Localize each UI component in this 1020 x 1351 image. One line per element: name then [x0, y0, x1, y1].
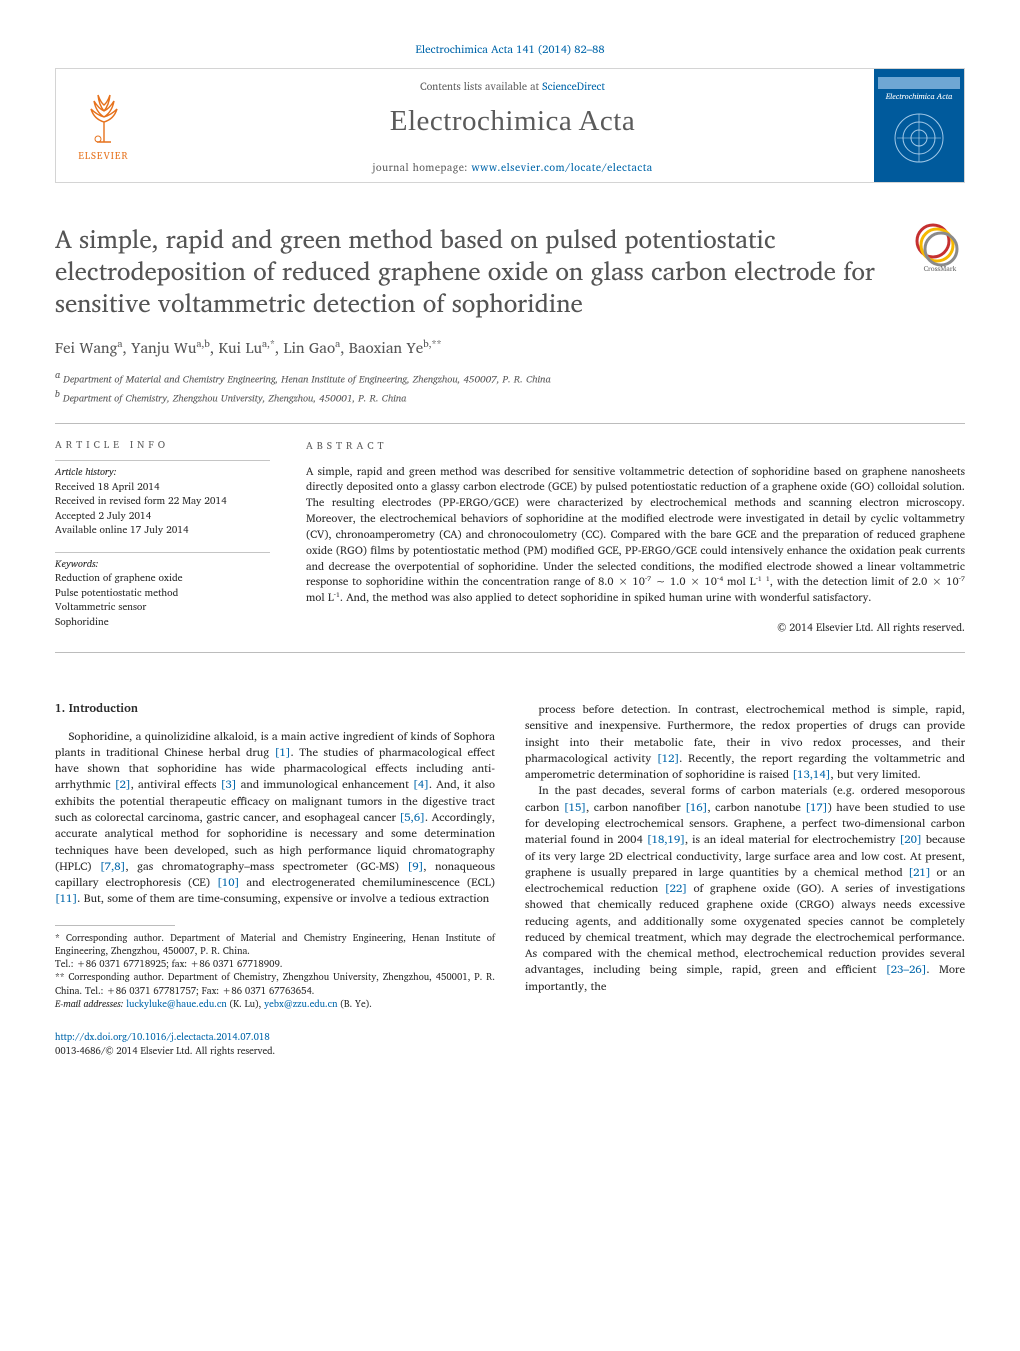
journal-name: Electrochimica Acta	[151, 105, 874, 138]
svg-text:CrossMark: CrossMark	[924, 264, 957, 273]
history-item: Available online 17 July 2014	[55, 523, 270, 538]
footnote: * Corresponding author. Department of Ma…	[55, 932, 495, 959]
journal-homepage-link[interactable]: www.elsevier.com/locate/electacta	[471, 158, 652, 176]
homepage-line: journal homepage: www.elsevier.com/locat…	[151, 158, 874, 176]
journal-cover[interactable]: Electrochimica Acta	[874, 69, 964, 182]
footnote-divider	[55, 925, 175, 926]
elsevier-tree-icon	[79, 87, 129, 147]
article-info-head: article info	[55, 438, 270, 453]
divider	[55, 652, 965, 653]
divider	[55, 423, 965, 424]
elsevier-name: ELSEVIER	[78, 149, 128, 164]
contents-line: Contents lists available at ScienceDirec…	[151, 77, 874, 95]
copyright: © 2014 Elsevier Ltd. All rights reserved…	[306, 618, 965, 636]
paper-title: A simple, rapid and green method based o…	[55, 223, 890, 319]
keywords-label: Keywords:	[55, 557, 270, 572]
body-column-right: process before detection. In contrast, e…	[525, 701, 965, 1058]
footnotes: * Corresponding author. Department of Ma…	[55, 932, 495, 1012]
doi-block: http://dx.doi.org/10.1016/j.electacta.20…	[55, 1031, 495, 1058]
body-paragraph: Sophoridine, a quinolizidine alkaloid, i…	[55, 728, 495, 907]
crossmark-badge[interactable]: CrossMark	[915, 223, 965, 273]
email-link[interactable]: luckyluke@haue.edu.cn	[126, 997, 227, 1012]
sciencedirect-link[interactable]: ScienceDirect	[542, 77, 605, 95]
history-item: Accepted 2 July 2014	[55, 509, 270, 524]
authors: Fei Wanga, Yanju Wua,b, Kui Lua,*, Lin G…	[55, 335, 965, 360]
abstract-head: abstract	[306, 438, 965, 454]
body-paragraph: In the past decades, several forms of ca…	[525, 782, 965, 993]
section-title: 1. Introduction	[55, 701, 495, 718]
elsevier-logo[interactable]: ELSEVIER	[56, 69, 151, 182]
journal-header: ELSEVIER Contents lists available at Sci…	[55, 68, 965, 183]
keyword: Pulse potentiostatic method	[55, 586, 270, 601]
abstract-text: A simple, rapid and green method was des…	[306, 464, 965, 606]
email-link[interactable]: yebx@zzu.edu.cn	[264, 997, 337, 1012]
history-item: Received 18 April 2014	[55, 480, 270, 495]
header-citation: Electrochimica Acta 141 (2014) 82–88	[55, 40, 965, 58]
keyword: Voltammetric sensor	[55, 600, 270, 615]
keyword: Reduction of graphene oxide	[55, 571, 270, 586]
article-info: article info Article history: Received 1…	[55, 438, 270, 636]
header-center: Contents lists available at ScienceDirec…	[151, 69, 874, 182]
footnote-emails: E-mail addresses: luckyluke@haue.edu.cn …	[55, 998, 495, 1011]
cover-caption: Electrochimica Acta	[886, 89, 953, 103]
affiliations: a Department of Material and Chemistry E…	[55, 368, 965, 407]
cover-graphic-icon	[890, 109, 948, 167]
issn-copyright: 0013-4686/© 2014 Elsevier Ltd. All right…	[55, 1044, 275, 1059]
body-paragraph: process before detection. In contrast, e…	[525, 701, 965, 782]
history-item: Received in revised form 22 May 2014	[55, 494, 270, 509]
keyword: Sophoridine	[55, 615, 270, 630]
footnote: ** Corresponding author. Department of C…	[55, 971, 495, 998]
history-label: Article history:	[55, 465, 270, 480]
footnote: Tel.: +86 0371 67718925; fax: +86 0371 6…	[55, 958, 495, 971]
body-column-left: 1. Introduction Sophoridine, a quinolizi…	[55, 701, 495, 1058]
abstract: abstract A simple, rapid and green metho…	[306, 438, 965, 636]
